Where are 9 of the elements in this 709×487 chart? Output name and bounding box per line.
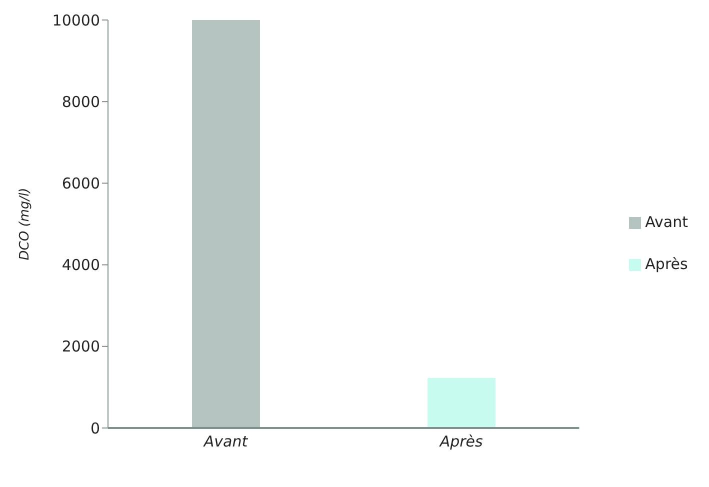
y-tick-label: 2000 [62, 338, 100, 356]
legend-label: Après [645, 255, 688, 273]
y-tick-label: 0 [90, 419, 100, 438]
y-tick-label: 4000 [62, 256, 100, 274]
y-tick-label: 6000 [62, 174, 100, 193]
legend-label: Avant [645, 213, 688, 231]
y-axis-title: DCO (mg/l) [18, 188, 33, 260]
y-tick-label: 10000 [52, 11, 100, 30]
y-tick-label: 8000 [62, 92, 100, 111]
